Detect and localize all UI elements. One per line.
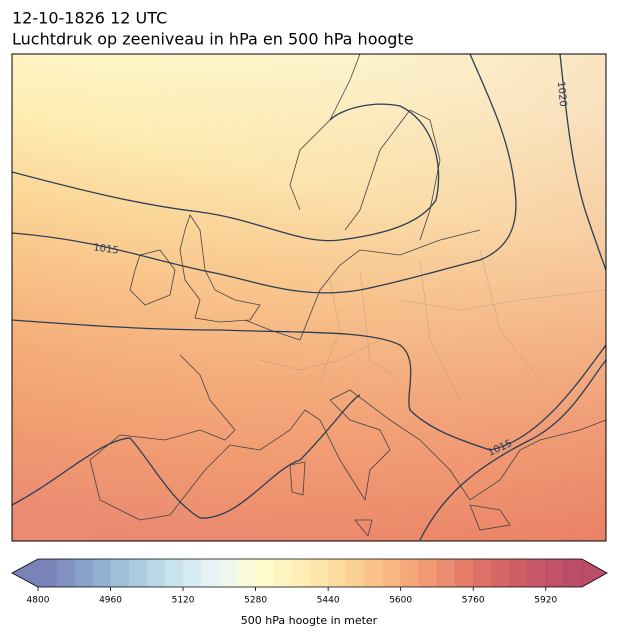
colorbar-segment — [146, 559, 166, 587]
colorbar-segment — [436, 559, 456, 587]
coastline — [244, 229, 481, 341]
colorbar-segment — [509, 559, 529, 587]
colorbar-tick-label: 4800 — [27, 596, 50, 606]
title: 12-10-1826 12 UTC — [12, 9, 167, 28]
isobar — [559, 54, 606, 271]
border — [259, 249, 606, 401]
colorbar-label: 500 hPa hoogte in meter — [241, 614, 378, 627]
colorbar-segment — [364, 559, 384, 587]
colorbar-segment — [92, 559, 112, 587]
colorbar-tick-label: 5280 — [244, 596, 267, 606]
coastline — [289, 461, 511, 537]
coastline — [289, 54, 441, 241]
colorbar-tick-label: 5920 — [534, 596, 557, 606]
colorbar-segment — [563, 559, 583, 587]
colorbar-segment — [455, 559, 474, 587]
colorbar-segment — [110, 559, 130, 587]
colorbar-segment — [491, 559, 510, 587]
colorbar-segment — [310, 559, 329, 587]
colorbar-tick-label: 5600 — [389, 596, 412, 606]
colorbar-segment — [418, 559, 438, 587]
isobar — [12, 103, 440, 242]
height-field — [12, 54, 606, 541]
colorbar-segment — [164, 559, 184, 587]
isobar — [12, 54, 517, 294]
colorbar-segment — [237, 559, 257, 587]
colorbar-segment — [382, 559, 402, 587]
isobar-label: 1020 — [555, 81, 568, 107]
coastline — [179, 214, 261, 323]
colorbar-segment — [128, 559, 148, 587]
map-frame — [11, 53, 607, 542]
colorbar-tick-label: 5760 — [462, 596, 485, 606]
colorbar-tick-label: 5440 — [317, 596, 340, 606]
colorbar-segment — [201, 559, 220, 587]
colorbar-segment — [328, 559, 347, 587]
colorbar-segment — [273, 559, 293, 587]
isobar — [12, 394, 361, 519]
colorbar-segment — [545, 559, 565, 587]
coastline — [89, 354, 606, 521]
colorbar-segment — [183, 559, 202, 587]
map: 1015 1015 1020 — [12, 54, 606, 541]
colorbar-segment — [74, 559, 93, 587]
colorbar-segment — [38, 559, 57, 587]
colorbar-segment — [219, 559, 238, 587]
colorbar-segment — [473, 559, 492, 587]
colorbar-segment — [291, 559, 311, 587]
colorbar-tick-label: 4960 — [99, 596, 122, 606]
colorbar-segment — [346, 559, 365, 587]
isobar — [12, 319, 606, 451]
colorbar-extend — [582, 559, 607, 587]
isobar — [419, 359, 606, 541]
colorbar-segment — [255, 559, 275, 587]
subtitle: Luchtdruk op zeeniveau in hPa en 500 hPa… — [12, 30, 414, 49]
colorbar-extend — [12, 559, 38, 587]
colorbar-segment — [56, 559, 75, 587]
colorbar-segment — [400, 559, 420, 587]
colorbar: 4800 4960 5120 5280 5440 5600 5760 5920 — [11, 558, 608, 606]
isobar-label: 1015 — [93, 242, 120, 256]
coastline — [129, 249, 176, 306]
colorbar-tick-label: 5120 — [172, 596, 195, 606]
colorbar-segment — [527, 559, 547, 587]
